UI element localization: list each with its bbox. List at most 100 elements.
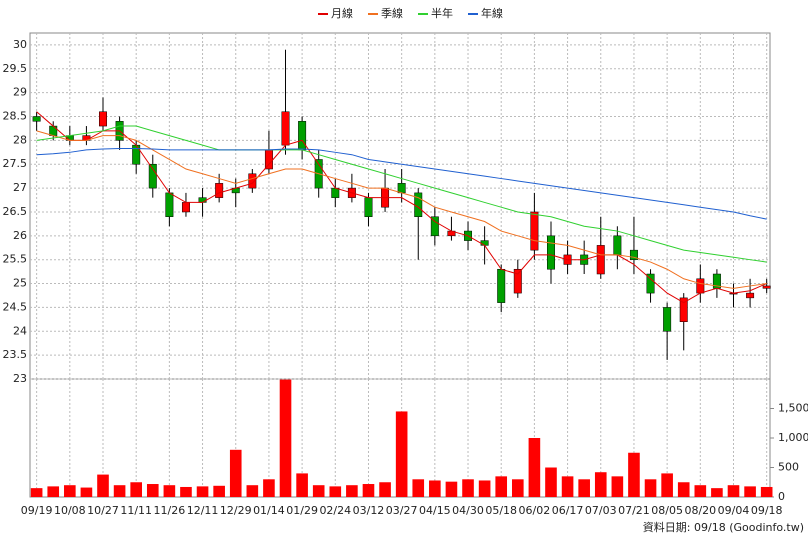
candle-body: [430, 216, 439, 237]
x-tick-label: 07/21: [618, 504, 650, 517]
volume-bar: [644, 479, 657, 497]
x-tick-label: 04/30: [452, 504, 484, 517]
volume-bar: [329, 486, 342, 497]
candle-body: [663, 307, 672, 332]
x-tick-label: 07/03: [585, 504, 617, 517]
volume-bar: [196, 486, 209, 497]
ma-line: [36, 147, 767, 220]
volume-bar: [113, 485, 126, 497]
volume-bar: [296, 473, 308, 497]
x-tick-label: 01/14: [253, 504, 285, 517]
volume-bar: [163, 485, 176, 497]
volume-bar: [362, 484, 375, 497]
volume-bar: [47, 486, 60, 497]
candle-body: [497, 268, 506, 303]
volume-bar: [495, 476, 508, 497]
candle-body: [148, 163, 157, 189]
volume-bar: [412, 479, 425, 497]
legend-label: 季線: [381, 6, 403, 20]
y-tick-label: 27: [13, 181, 27, 194]
y-tick-label: 24.5: [3, 300, 28, 313]
volume-bar: [611, 476, 624, 497]
volume-bar: [229, 449, 242, 497]
volume-bar: [263, 479, 275, 497]
candle-body: [32, 116, 41, 122]
y-tick-label: 24: [13, 324, 27, 337]
x-tick-label: 02/24: [319, 504, 351, 517]
x-tick-label: 12/11: [187, 504, 219, 517]
y-tick-label: 29: [13, 86, 27, 99]
x-tick-label: 11/26: [154, 504, 186, 517]
volume-bar: [462, 479, 474, 497]
ma-line: [36, 130, 767, 289]
volume-bar: [279, 379, 292, 497]
candle-body: [248, 173, 257, 189]
y-tick-label: 23: [13, 372, 27, 385]
legend-label: 月線: [331, 6, 353, 20]
x-tick-label: 11/11: [120, 504, 152, 517]
volume-bar: [561, 476, 574, 497]
candle-body: [181, 202, 190, 213]
y-tick-label: 25.5: [3, 253, 28, 266]
candle-body: [696, 278, 705, 294]
candle-body: [331, 187, 340, 198]
candle-body: [629, 249, 638, 260]
x-tick-label: 08/20: [684, 504, 716, 517]
y-tick-label: 27.5: [3, 157, 28, 170]
x-tick-label: 09/04: [718, 504, 750, 517]
candle-body: [49, 125, 58, 136]
y-tick-label: 28: [13, 133, 27, 146]
candle-body: [99, 111, 107, 127]
footer: 資料日期: 09/18 (Goodinfo.tw): [643, 520, 804, 534]
x-tick-label: 10/27: [87, 504, 119, 517]
volume-bar: [760, 486, 773, 497]
y-tick-label: 28.5: [3, 110, 28, 123]
volume-bar: [146, 484, 159, 497]
x-tick-label: 01/29: [286, 504, 318, 517]
volume-bar: [180, 486, 192, 497]
legend-label: 半年: [431, 6, 453, 20]
x-tick-label: 06/17: [552, 504, 584, 517]
volume-bar: [545, 467, 557, 497]
y-tick-label: 25: [13, 277, 27, 290]
volume-bar: [594, 472, 607, 497]
candle-body: [397, 183, 406, 194]
volume-bar: [379, 482, 391, 497]
volume-bar: [429, 480, 441, 497]
y-tick-label: 26.5: [3, 205, 28, 218]
volume-bar: [677, 482, 690, 497]
x-tick-label: 09/19: [21, 504, 53, 517]
candle-body: [281, 111, 290, 146]
candle-body: [513, 268, 522, 294]
volume-bar: [445, 481, 458, 497]
volume-bar: [478, 480, 491, 497]
volume-bar: [64, 485, 76, 497]
y-tick-label: 0: [778, 490, 785, 503]
y-tick-label: 30: [13, 38, 27, 51]
candle-body: [264, 149, 273, 170]
candle-body: [679, 297, 688, 322]
volume-bar: [528, 438, 541, 497]
y-tick-label: 29.5: [3, 62, 28, 75]
y-tick-label: 1,000: [778, 431, 808, 444]
y-tick-label: 26: [13, 229, 27, 242]
x-tick-label: 08/05: [651, 504, 683, 517]
x-tick-label: 03/27: [386, 504, 418, 517]
volume-bar: [346, 485, 358, 497]
volume-bar: [511, 479, 524, 497]
volume-bar: [80, 487, 93, 497]
volume-bar: [694, 485, 707, 497]
candle-body: [547, 235, 555, 270]
x-tick-label: 04/15: [419, 504, 451, 517]
candle-body: [480, 240, 489, 246]
x-tick-label: 12/29: [220, 504, 252, 517]
volume-bar: [246, 485, 259, 497]
ma-line: [36, 111, 767, 304]
volume-bar: [130, 482, 142, 497]
candle-body: [198, 197, 207, 203]
x-tick-label: 06/02: [519, 504, 551, 517]
candle-body: [596, 245, 605, 275]
volume-bar: [213, 485, 225, 497]
candle-body: [215, 183, 224, 198]
x-tick-label: 09/18: [751, 504, 783, 517]
